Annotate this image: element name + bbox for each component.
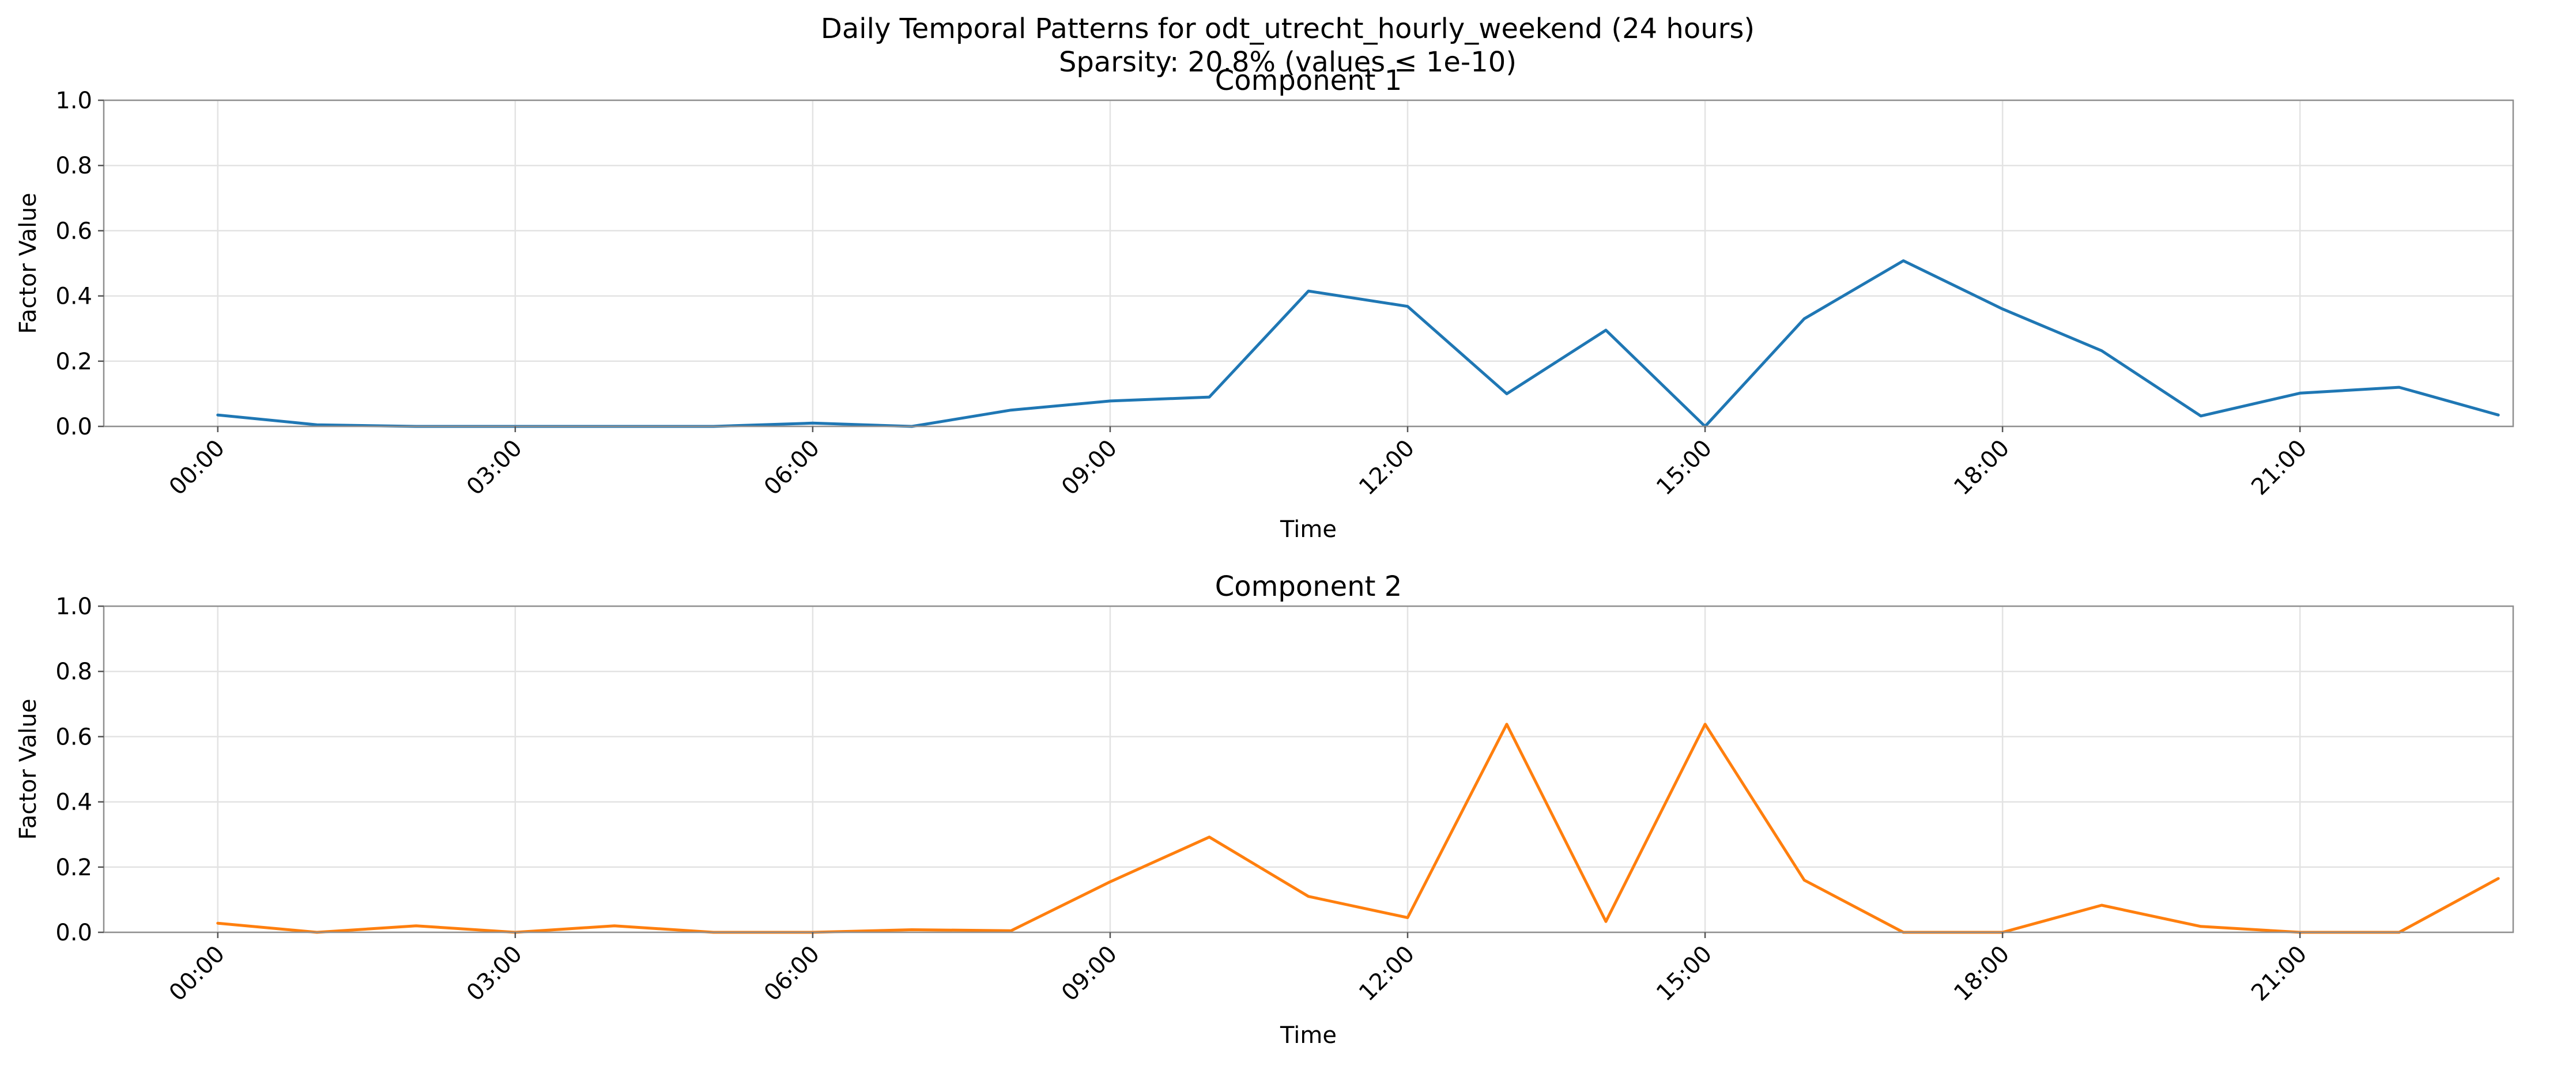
chart-2-title: Component 2 xyxy=(1215,570,1402,603)
chart-panels: 0.00.20.40.60.81.000:00 03:00 06:00 09:00 12… xyxy=(15,65,2514,1049)
chart-2-ytick-label-3: 0.6 xyxy=(55,724,92,750)
chart-1-ytick-label-4: 0.8 xyxy=(55,153,92,179)
chart-1-title: Component 1 xyxy=(1215,65,1402,97)
chart-1-ytick-label-2: 0.4 xyxy=(55,283,92,310)
chart-2-ylabel: Factor Value xyxy=(15,699,42,840)
figure-title-line2: Sparsity: 20.8% (values ≤ 1e-10) xyxy=(1059,46,1517,78)
chart-2-axes-frame xyxy=(103,605,2514,933)
chart-2: 0.00.20.40.60.81.000:00 03:00 06:00 09:00 12… xyxy=(15,570,2514,1049)
chart-2-ytick-label-5: 1.0 xyxy=(55,594,92,620)
chart-2-ytick-label-1: 0.2 xyxy=(55,855,92,881)
chart-1-ytick-label-3: 0.6 xyxy=(55,218,92,244)
chart-2-ytick-label-2: 0.4 xyxy=(55,789,92,816)
chart-1-ytick-label-0: 0.0 xyxy=(55,414,92,440)
chart-2-ytick-label-0: 0.0 xyxy=(55,920,92,946)
chart-1-ylabel: Factor Value xyxy=(15,193,42,334)
figure-title-line1: Daily Temporal Patterns for odt_utrecht_… xyxy=(821,13,1755,45)
chart-1-ytick-label-1: 0.2 xyxy=(55,349,92,375)
chart-2-ytick-label-4: 0.8 xyxy=(55,659,92,685)
chart-1-ytick-label-5: 1.0 xyxy=(55,88,92,114)
chart-2-series-line xyxy=(216,723,2500,934)
chart-1-xlabel: Time xyxy=(1280,516,1337,543)
chart-1-axes-frame xyxy=(103,99,2514,428)
chart-2-xlabel: Time xyxy=(1280,1022,1337,1049)
